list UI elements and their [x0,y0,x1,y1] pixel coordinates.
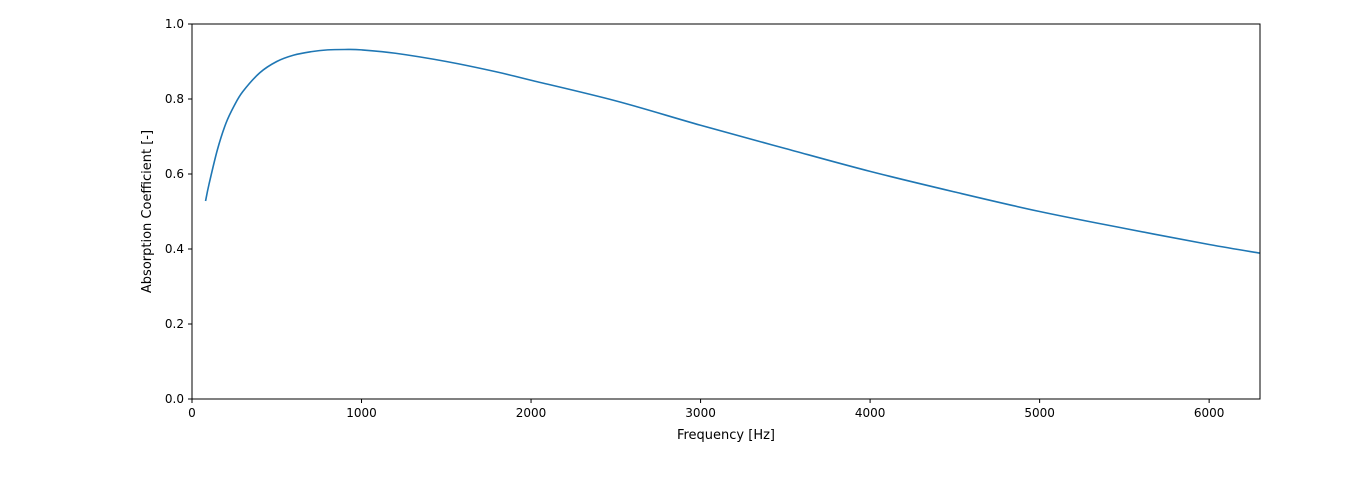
x-tick-label: 6000 [1194,406,1225,420]
x-axis: 0 1000 2000 3000 4000 5000 6000 [188,399,1224,420]
series-layer [204,48,1261,254]
x-tick-label: 5000 [1024,406,1055,420]
y-tick-label: 1.0 [165,17,184,31]
plot-frame [191,23,1261,400]
absorption-series-line [204,48,1261,254]
y-tick-label: 0.4 [165,242,184,256]
y-tick-label: 0.2 [165,317,184,331]
y-axis-label: Absorption Coefficient [-] [140,130,155,293]
x-tick-label: 2000 [516,406,547,420]
x-axis-label: Frequency [Hz] [677,428,775,443]
y-tick-label: 0.0 [165,392,184,406]
y-axis: 0.0 0.2 0.4 0.6 0.8 1.0 [165,17,192,406]
x-tick-label: 0 [188,406,196,420]
y-tick-label: 0.6 [165,167,184,181]
x-tick-label: 1000 [346,406,377,420]
x-tick-label: 3000 [685,406,716,420]
x-tick-label: 4000 [855,406,886,420]
y-tick-label: 0.8 [165,92,184,106]
